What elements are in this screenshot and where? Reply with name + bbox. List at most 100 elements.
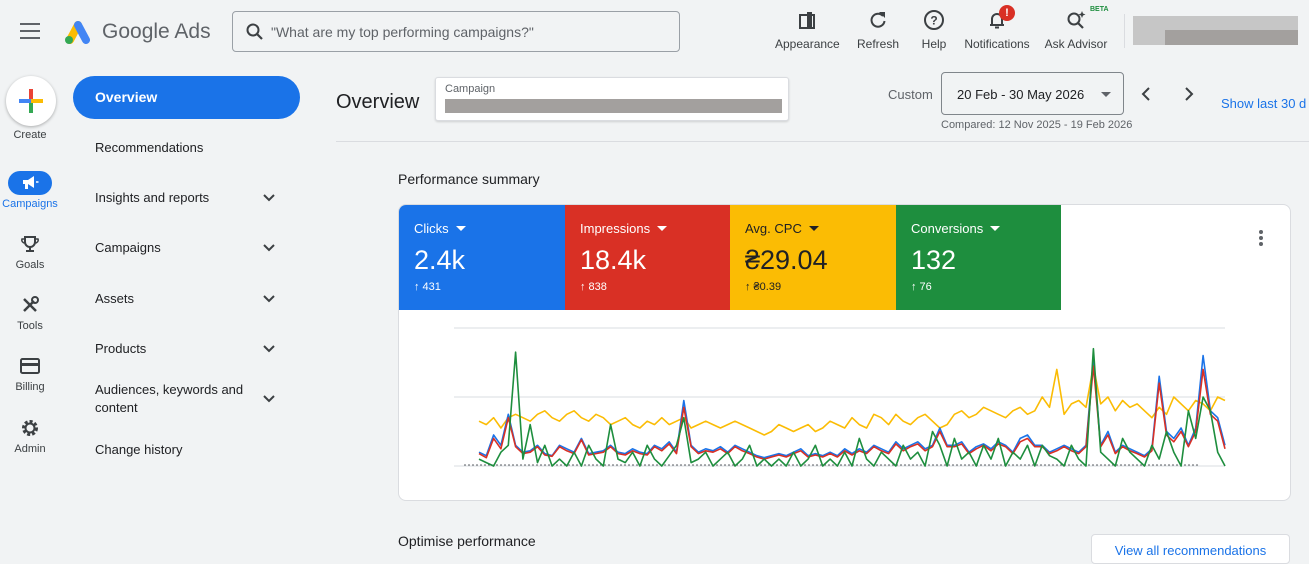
metric-name: Avg. CPC — [745, 221, 802, 236]
caret-down-icon — [990, 226, 1001, 231]
caret-down-icon — [657, 226, 668, 231]
gear-icon — [8, 416, 52, 440]
create-button[interactable] — [6, 76, 56, 126]
help-icon: ? — [918, 8, 950, 32]
google-ads-logo[interactable] — [62, 19, 92, 45]
help-label: Help — [921, 37, 947, 51]
campaign-label: Campaign — [445, 83, 496, 95]
refresh-icon — [855, 8, 901, 32]
date-range-selector[interactable]: 20 Feb - 30 May 2026 — [941, 72, 1124, 115]
search-input[interactable]: "What are my top performing campaigns?" — [232, 11, 680, 52]
metric-name: Conversions — [911, 221, 984, 236]
nav-item-change-history[interactable]: Change history — [95, 442, 183, 457]
metric-name: Clicks — [414, 221, 449, 236]
help-button[interactable]: ? Help — [918, 8, 950, 51]
chevron-down-icon[interactable] — [262, 394, 276, 404]
metric-tile-clicks[interactable]: Clicks 2.4k ↑ 431 — [399, 205, 565, 310]
view-all-recommendations-button[interactable]: View all recommendations — [1091, 534, 1290, 564]
date-range-value: 20 Feb - 30 May 2026 — [957, 87, 1085, 102]
megaphone-icon — [8, 171, 52, 195]
chevron-down-icon[interactable] — [262, 193, 276, 203]
svg-text:?: ? — [930, 14, 937, 28]
ask-advisor-button[interactable]: BETA Ask Advisor — [1043, 6, 1109, 51]
caret-down-icon — [455, 226, 466, 231]
refresh-button[interactable]: Refresh — [855, 8, 901, 51]
nav-item-audiences[interactable]: Audiences, keywords and content — [95, 381, 255, 417]
nav-label-assets: Assets — [95, 291, 135, 306]
nav-item-recommendations[interactable]: Recommendations — [95, 140, 204, 155]
bell-icon — [962, 8, 1032, 32]
series-line-avg-cpc — [478, 365, 1226, 436]
metric-delta: ↑ 76 — [911, 281, 932, 293]
chevron-down-icon[interactable] — [262, 243, 276, 253]
create-label: Create — [13, 129, 47, 141]
performance-card: Clicks 2.4k ↑ 431 Impressions 18.4k ↑ 83… — [398, 204, 1291, 501]
rail-label-tools: Tools — [17, 320, 43, 332]
notifications-button[interactable]: ! Notifications — [962, 5, 1032, 51]
chevron-left-icon[interactable] — [1140, 86, 1152, 102]
notifications-label: Notifications — [964, 37, 1030, 51]
menu-icon[interactable] — [20, 23, 40, 39]
credit-card-icon — [8, 354, 52, 378]
rail-item-admin[interactable]: Admin — [0, 416, 60, 455]
search-placeholder: "What are my top performing campaigns?" — [271, 24, 534, 40]
metric-tile-conversions[interactable]: Conversions 132 ↑ 76 — [896, 205, 1061, 310]
campaign-selector[interactable]: Campaign — [435, 77, 789, 121]
nav-item-products[interactable]: Products — [95, 340, 255, 358]
nav-label-campaigns: Campaigns — [95, 240, 161, 255]
rail-item-goals[interactable]: Goals — [0, 232, 60, 271]
campaign-name-redacted — [445, 99, 782, 113]
metric-value: 18.4k — [580, 245, 647, 275]
trophy-icon — [8, 232, 52, 256]
header-divider — [336, 141, 1309, 142]
metric-tile-impressions[interactable]: Impressions 18.4k ↑ 838 — [565, 205, 730, 310]
nav-label-products: Products — [95, 341, 147, 356]
appearance-icon — [775, 8, 839, 32]
rail-item-campaigns[interactable]: Campaigns — [0, 171, 60, 210]
optimise-performance-title: Optimise performance — [398, 533, 536, 549]
metric-value: ₴29.04 — [745, 245, 828, 275]
chevron-down-icon[interactable] — [262, 344, 276, 354]
chevron-down-icon[interactable] — [262, 294, 276, 304]
metric-tile-avg-cpc[interactable]: Avg. CPC ₴29.04 ↑ ₴0.39 — [730, 205, 896, 310]
chevron-right-icon[interactable] — [1183, 86, 1195, 102]
caret-down-icon — [808, 226, 819, 231]
rail-label-admin: Admin — [14, 443, 46, 455]
advisor-icon — [1043, 8, 1109, 32]
rail-label-goals: Goals — [15, 259, 45, 271]
search-icon — [245, 22, 265, 42]
more-options-icon[interactable] — [1259, 230, 1263, 248]
nav-label-insights: Insights and reports — [95, 190, 210, 205]
rail-item-billing[interactable]: Billing — [0, 354, 60, 393]
performance-chart — [454, 327, 1226, 467]
tools-icon — [8, 293, 52, 317]
rail-label-campaigns: Campaigns — [2, 198, 58, 210]
nav-label-audiences: Audiences, keywords and content — [95, 382, 244, 415]
plus-icon — [19, 89, 43, 113]
metric-value: 132 — [911, 245, 957, 275]
appearance-button[interactable]: Appearance — [775, 8, 840, 51]
performance-summary-title: Performance summary — [398, 171, 540, 187]
compared-range: Compared: 12 Nov 2025 - 19 Feb 2026 — [941, 119, 1133, 131]
brand-name: Google Ads — [102, 20, 211, 43]
show-last-30-days-link[interactable]: Show last 30 d — [1221, 96, 1307, 111]
page-title: Overview — [336, 91, 420, 113]
appearance-label: Appearance — [775, 37, 840, 51]
rail-label-billing: Billing — [15, 381, 45, 393]
metric-delta: ↑ 838 — [580, 281, 607, 293]
nav-item-assets[interactable]: Assets — [95, 290, 255, 308]
toolbar-divider — [1124, 14, 1125, 48]
nav-item-insights[interactable]: Insights and reports — [95, 189, 255, 207]
metric-name: Impressions — [580, 221, 651, 236]
nav-item-overview[interactable]: Overview — [73, 76, 300, 119]
metric-delta: ↑ 431 — [414, 281, 441, 293]
metric-value: 2.4k — [414, 245, 466, 275]
beta-tag: BETA — [1090, 6, 1109, 13]
rail-item-tools[interactable]: Tools — [0, 293, 60, 332]
dropdown-arrow-icon — [1101, 92, 1111, 97]
ask-advisor-label: Ask Advisor — [1044, 37, 1108, 51]
nav-item-campaigns[interactable]: Campaigns — [95, 239, 255, 257]
series-line-conversions — [478, 347, 1226, 467]
notification-badge: ! — [999, 5, 1015, 21]
metric-delta: ↑ ₴0.39 — [745, 281, 782, 293]
